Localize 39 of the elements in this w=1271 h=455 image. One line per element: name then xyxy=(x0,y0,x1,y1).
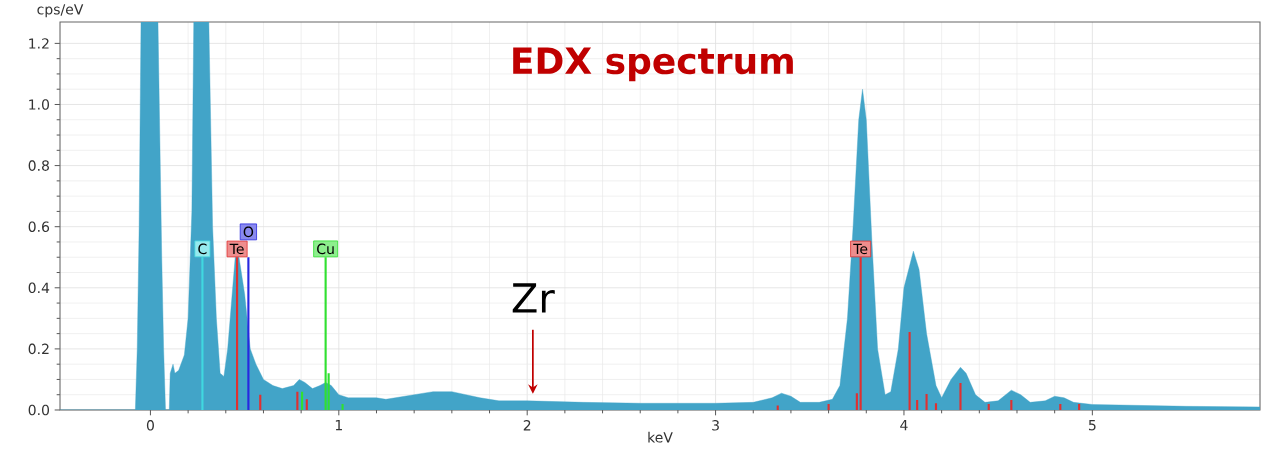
x-tick-label: 1 xyxy=(335,420,342,431)
bar xyxy=(827,403,830,410)
bar xyxy=(987,403,990,410)
bar xyxy=(1078,403,1081,410)
x-tick-label: 0 xyxy=(146,420,154,431)
y-tick-label: 1.0 xyxy=(29,99,50,110)
bar xyxy=(259,394,262,410)
bar xyxy=(925,394,928,410)
bar xyxy=(855,393,858,410)
x-tick-label: 2 xyxy=(523,420,531,431)
bar xyxy=(908,332,911,410)
x-tick-label: 3 xyxy=(712,420,719,431)
series-label: O xyxy=(243,226,254,238)
series-label: C xyxy=(198,243,207,255)
bar xyxy=(247,257,250,410)
bar xyxy=(1059,403,1062,410)
bar xyxy=(296,391,299,410)
x-axis-title: keV xyxy=(648,431,673,443)
text: EDX spectrum xyxy=(513,47,793,82)
y-tick-label: 0.6 xyxy=(28,221,50,232)
y-tick-label: 0.4 xyxy=(28,282,50,294)
bar xyxy=(305,399,308,410)
annotation: Zr xyxy=(512,283,555,313)
x-tick-label: 4 xyxy=(900,420,908,431)
bar xyxy=(934,403,938,410)
bar xyxy=(959,383,962,410)
series-label: Cu xyxy=(317,243,334,255)
bar xyxy=(916,399,919,410)
bar xyxy=(301,391,304,410)
bar xyxy=(1010,399,1013,410)
bar xyxy=(776,405,779,410)
y-tick-label: 0.2 xyxy=(28,343,49,355)
x-tick-label: 5 xyxy=(1088,420,1096,431)
y-tick-label: 0.0 xyxy=(28,404,50,416)
text: Te xyxy=(229,243,244,255)
y-tick-label: 0.8 xyxy=(28,160,49,171)
y-tick-label: 1.2 xyxy=(29,38,49,49)
series-label: Te xyxy=(853,243,868,255)
y-axis-title: cps/eV xyxy=(37,4,84,18)
